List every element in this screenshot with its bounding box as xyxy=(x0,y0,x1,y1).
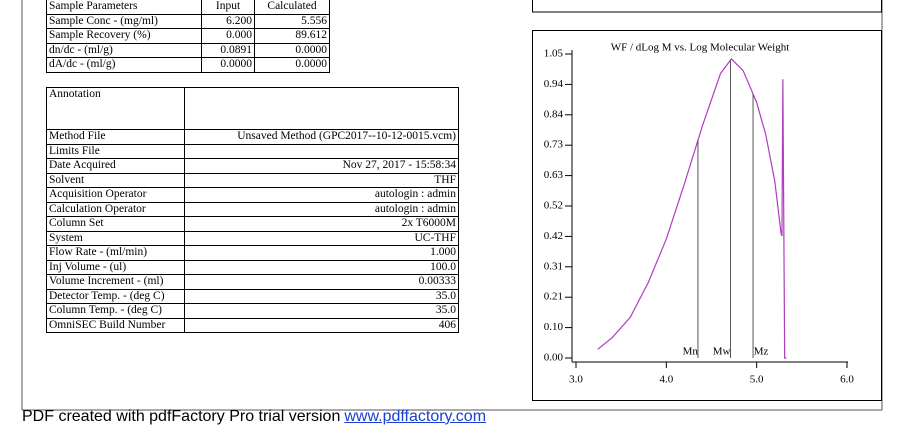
chart-title: WF / dLog M vs. Log Molecular Weight xyxy=(611,42,790,54)
table-cell: Nov 27, 2017 - 15:58:34 xyxy=(184,158,459,174)
header-cell: Calculated xyxy=(254,0,330,15)
table-row: Detector Temp. - (deg C) 35.0 xyxy=(46,288,459,304)
x-tick-label: 5.0 xyxy=(750,374,764,386)
table-cell: Calculation Operator xyxy=(46,201,185,217)
marker-label: Mw xyxy=(713,346,731,358)
y-tick-label: 0.21 xyxy=(544,291,563,303)
table-cell: 2x T6000M xyxy=(184,216,459,232)
table-cell: Inj Volume - (ul) xyxy=(46,259,185,275)
table-row: Sample Conc - (mg/ml) 6.200 5.556 xyxy=(46,13,330,29)
top-box xyxy=(532,0,882,13)
table-cell: Annotation xyxy=(46,87,185,130)
table-cell: Flow Rate - (ml/min) xyxy=(46,245,185,261)
table-cell: THF xyxy=(184,172,459,188)
table-cell: 6.200 xyxy=(201,13,255,29)
y-tick-label: 0.10 xyxy=(544,321,564,333)
x-tick-label: 3.0 xyxy=(569,374,583,386)
table-cell: 0.00333 xyxy=(184,274,459,290)
table-row: Column Set 2x T6000M xyxy=(46,216,459,232)
table-cell: OmniSEC Build Number xyxy=(46,317,185,333)
curve xyxy=(597,58,787,359)
table-row: Calculation Operator autologin : admin xyxy=(46,201,459,217)
table-cell: System xyxy=(46,230,185,246)
header-cell: Input xyxy=(201,0,255,15)
marker-label: Mz xyxy=(754,346,769,358)
table-row: Flow Rate - (ml/min) 1.000 xyxy=(46,245,459,261)
table-cell: Unsaved Method (GPC2017--10-12-0015.vcm) xyxy=(184,129,459,145)
table-cell: 89.612 xyxy=(254,28,330,44)
table-cell: UC-THF xyxy=(184,230,459,246)
table-cell: dA/dc - (ml/g) xyxy=(46,57,202,73)
table-row: Solvent THF xyxy=(46,172,459,188)
y-tick-label: 0.52 xyxy=(544,200,563,212)
table-row: dA/dc - (ml/g) 0.0000 0.0000 xyxy=(46,57,330,73)
table-cell: 1.000 xyxy=(184,245,459,261)
footer-text: PDF created with pdfFactory Pro trial ve… xyxy=(22,408,341,425)
table-cell: Detector Temp. - (deg C) xyxy=(46,288,185,304)
table-cell: 0.0000 xyxy=(254,57,330,73)
sample-table: Sample Parameters Input Calculated Sample C… xyxy=(46,0,330,73)
table-cell: Acquisition Operator xyxy=(46,187,185,203)
footer: PDF created with pdfFactory Pro trial ve… xyxy=(22,408,486,426)
table-cell: Column Temp. - (deg C) xyxy=(46,303,185,319)
y-tick-label: 0.73 xyxy=(544,139,564,151)
table-cell: Sample Conc - (mg/ml) xyxy=(46,13,202,29)
table-cell xyxy=(184,143,459,159)
y-tick-label: 1.05 xyxy=(544,48,564,60)
y-tick-label: 0.42 xyxy=(544,230,563,242)
table-row: Acquisition Operator autologin : admin xyxy=(46,187,459,203)
table-cell: autologin : admin xyxy=(184,201,459,217)
annotation-row: Annotation xyxy=(46,87,459,130)
table-cell: Column Set xyxy=(46,216,185,232)
table-row: Volume Increment - (ml) 0.00333 xyxy=(46,274,459,290)
y-tick-label: 0.94 xyxy=(544,78,564,90)
table-cell: Method File xyxy=(46,129,185,145)
y-tick-label: 0.00 xyxy=(544,352,564,364)
header-cell: Sample Parameters xyxy=(46,0,202,15)
table-cell: 406 xyxy=(184,317,459,333)
table-row: Method File Unsaved Method (GPC2017--10-1… xyxy=(46,129,459,145)
marker-label: Mn xyxy=(683,346,699,358)
y-tick-label: 0.63 xyxy=(544,169,564,181)
table-cell: 0.0000 xyxy=(201,57,255,73)
table-cell: 35.0 xyxy=(184,288,459,304)
table-row: Inj Volume - (ul) 100.0 xyxy=(46,259,459,275)
y-tick-label: 0.84 xyxy=(544,108,564,120)
footer-link[interactable]: www.pdffactory.com xyxy=(344,408,487,425)
table-cell: Sample Recovery (%) xyxy=(46,28,202,44)
table-row: dn/dc - (ml/g) 0.0891 0.0000 xyxy=(46,42,330,58)
table-cell: 0.0891 xyxy=(201,42,255,58)
table-cell: 0.000 xyxy=(201,28,255,44)
x-tick-label: 6.0 xyxy=(840,374,854,386)
table-cell: Limits File xyxy=(46,143,185,159)
method-table: Annotation Method File Unsaved Method (GPC… xyxy=(46,87,459,333)
x-tick-label: 4.0 xyxy=(659,374,673,386)
table-row: OmniSEC Build Number 406 xyxy=(46,317,459,333)
header-row: Sample Parameters Input Calculated xyxy=(46,0,330,15)
table-cell: Date Acquired xyxy=(46,158,185,174)
table-cell: 0.0000 xyxy=(254,42,330,58)
table-cell xyxy=(184,87,459,130)
chart-box xyxy=(532,30,882,401)
table-cell: Solvent xyxy=(46,172,185,188)
table-cell: Volume Increment - (ml) xyxy=(46,274,185,290)
table-cell: dn/dc - (ml/g) xyxy=(46,42,202,58)
table-cell: 100.0 xyxy=(184,259,459,275)
table-cell: 5.556 xyxy=(254,13,330,29)
table-cell: autologin : admin xyxy=(184,187,459,203)
y-tick-label: 0.31 xyxy=(544,260,563,272)
table-row: Column Temp. - (deg C) 35.0 xyxy=(46,303,459,319)
table-row: Limits File xyxy=(46,143,459,159)
table-row: Date Acquired Nov 27, 2017 - 15:58:34 xyxy=(46,158,459,174)
table-row: Sample Recovery (%) 0.000 89.612 xyxy=(46,28,330,44)
table-cell: 35.0 xyxy=(184,303,459,319)
table-row: System UC-THF xyxy=(46,230,459,246)
